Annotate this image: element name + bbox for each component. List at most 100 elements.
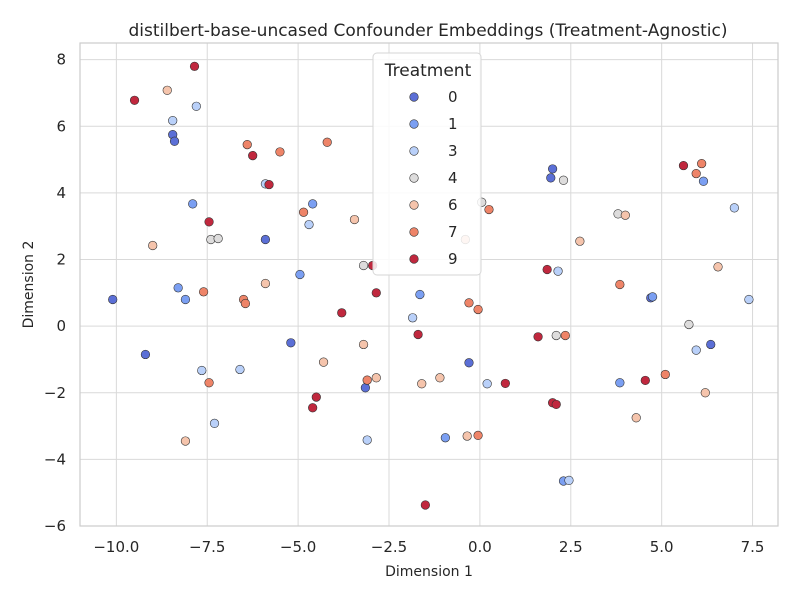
data-point xyxy=(698,176,709,186)
data-point xyxy=(548,164,558,174)
data-point xyxy=(199,287,209,297)
x-axis-label: Dimension 1 xyxy=(385,564,473,580)
points-layer xyxy=(108,61,754,510)
data-point xyxy=(435,373,445,383)
data-point xyxy=(691,168,701,179)
y-tick-label: 2 xyxy=(56,251,66,269)
data-point xyxy=(311,392,321,402)
x-tick-label: 5.0 xyxy=(650,538,674,556)
data-point xyxy=(558,175,569,185)
data-point xyxy=(415,289,425,300)
data-point xyxy=(473,304,483,315)
data-point xyxy=(462,431,472,441)
data-point xyxy=(242,139,252,150)
data-point xyxy=(169,136,180,146)
data-point xyxy=(260,234,271,245)
data-point xyxy=(551,330,561,341)
data-point xyxy=(533,332,543,342)
data-point xyxy=(213,233,223,244)
series-1 xyxy=(173,176,709,486)
data-point xyxy=(700,388,710,398)
data-point xyxy=(204,378,214,388)
data-point xyxy=(560,330,570,341)
data-point xyxy=(542,264,552,275)
data-point xyxy=(691,345,701,355)
data-point xyxy=(620,210,630,220)
data-point xyxy=(660,369,670,380)
legend-entry: 6 xyxy=(409,196,458,214)
data-point xyxy=(148,240,158,251)
data-point xyxy=(473,430,483,440)
data-point xyxy=(553,266,563,276)
data-point xyxy=(615,378,625,388)
y-tick-label: 0 xyxy=(56,317,66,335)
data-point xyxy=(188,199,198,209)
legend-marker xyxy=(409,173,419,183)
data-point xyxy=(575,236,585,246)
data-point xyxy=(360,383,370,393)
data-point xyxy=(500,378,510,389)
data-point xyxy=(298,207,309,217)
data-point xyxy=(264,179,274,190)
data-point xyxy=(295,269,305,280)
data-point xyxy=(640,375,650,386)
data-point xyxy=(420,500,430,510)
data-point xyxy=(706,339,716,350)
data-point xyxy=(564,475,574,485)
data-point xyxy=(168,116,178,126)
x-tick-label: −10.0 xyxy=(93,538,139,556)
data-point xyxy=(371,288,381,298)
data-point xyxy=(180,436,191,446)
legend-marker xyxy=(409,92,419,102)
data-point xyxy=(358,339,369,350)
legend-entry: 7 xyxy=(409,223,458,241)
x-tick-label: −7.5 xyxy=(189,538,225,556)
y-tick-label: −2 xyxy=(44,384,66,402)
ticks-layer: −10.0 −7.5 −5.0 −2.5 0.0 2.5 5.0 7.5 −6 −4 −2 0 2 4 6 8 xyxy=(44,51,765,556)
data-point xyxy=(684,319,694,330)
data-point xyxy=(308,199,318,209)
data-point xyxy=(318,357,329,367)
data-point xyxy=(349,214,360,225)
data-point xyxy=(304,219,314,230)
data-point xyxy=(413,329,423,340)
data-point xyxy=(173,283,183,293)
legend-marker xyxy=(409,254,419,264)
data-point xyxy=(482,379,492,389)
data-point xyxy=(308,403,318,413)
data-point xyxy=(189,61,200,71)
plot-frame xyxy=(79,42,779,527)
legend-label: 4 xyxy=(448,169,458,187)
legend-label: 9 xyxy=(448,250,458,268)
data-point xyxy=(191,101,201,111)
y-tick-label: 6 xyxy=(56,117,66,135)
data-point xyxy=(647,292,658,302)
data-point xyxy=(551,399,561,410)
y-tick-label: 4 xyxy=(56,184,66,202)
data-point xyxy=(129,95,140,105)
legend: Treatment 0 1 3 4 6 7 9 xyxy=(372,52,482,276)
data-point xyxy=(546,173,556,183)
data-point xyxy=(362,435,372,445)
x-tick-label: 2.5 xyxy=(559,538,583,556)
data-point xyxy=(371,373,381,383)
data-point xyxy=(484,204,494,215)
x-tick-label: −5.0 xyxy=(280,538,316,556)
x-tick-label: 0.0 xyxy=(468,538,492,556)
legend-marker xyxy=(409,119,419,129)
x-tick-label: 7.5 xyxy=(741,538,765,556)
data-point xyxy=(248,150,258,161)
data-point xyxy=(362,375,372,385)
data-point xyxy=(464,298,474,308)
data-point xyxy=(108,294,118,305)
data-point xyxy=(337,308,347,318)
data-point xyxy=(322,137,332,147)
data-point xyxy=(464,358,474,368)
series-7 xyxy=(199,137,707,440)
data-point xyxy=(197,365,207,376)
chart-title: distilbert-base-uncased Confounder Embed… xyxy=(128,21,727,41)
legend-entry: 4 xyxy=(409,169,458,187)
data-point xyxy=(260,278,271,289)
data-point xyxy=(678,160,689,171)
